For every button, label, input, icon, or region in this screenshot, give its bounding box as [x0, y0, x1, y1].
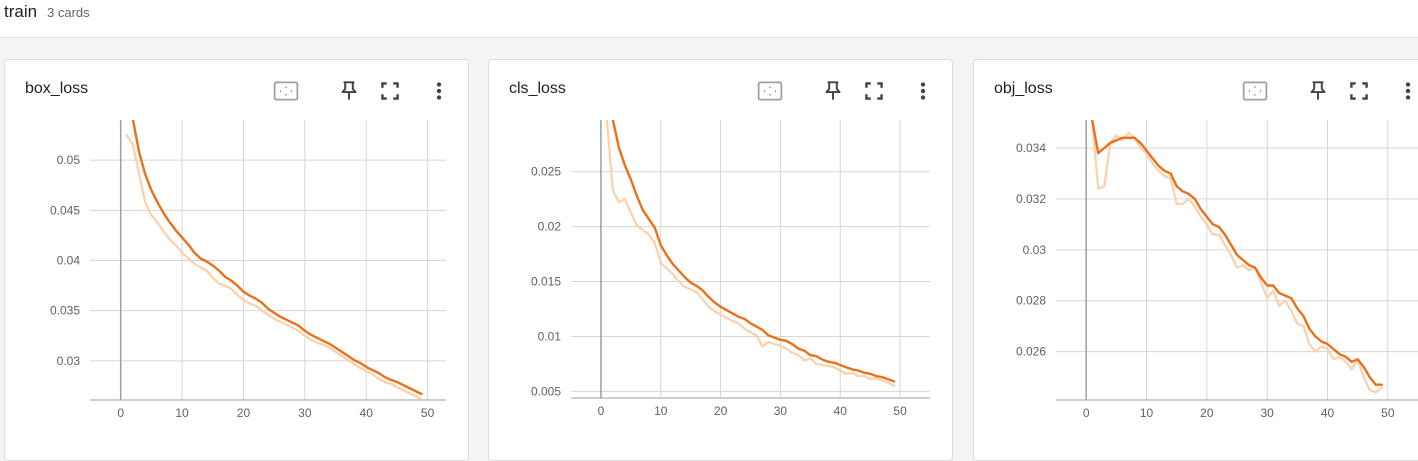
more-vert-icon [1405, 82, 1411, 100]
y-tick-label: 0.045 [50, 203, 80, 217]
more-vert-button[interactable] [426, 78, 452, 104]
chart-title: cls_loss [509, 80, 566, 97]
more-vert-button[interactable] [910, 78, 936, 104]
y-tick-label: 0.005 [531, 384, 561, 398]
chart-card: cls_loss 0.005 0.01 0.015 0.02 0.025 0 10 20 30 40… [488, 59, 953, 461]
fullscreen-button[interactable] [861, 78, 887, 104]
fit-domain-button[interactable] [273, 78, 299, 104]
x-tick-label: 30 [1260, 406, 1274, 420]
x-tick-label: 20 [1200, 406, 1214, 420]
smoothed-series-line [131, 120, 423, 396]
group-title: train [4, 2, 38, 21]
x-tick-label: 20 [714, 404, 728, 418]
x-tick-label: 40 [1321, 406, 1335, 420]
pin-button[interactable] [336, 78, 362, 104]
y-tick-label: 0.02 [538, 220, 562, 234]
fit-domain-button[interactable] [1242, 78, 1268, 104]
more-vert-icon [920, 82, 926, 100]
chart-card: box_loss 0.03 0.035 0.04 0.045 0.05 0 10 20 30 40 5… [4, 59, 469, 461]
y-tick-label: 0.04 [57, 254, 81, 268]
plot-area: 0.026 0.028 0.03 0.032 0.034 0 10 20 30 40 50 [1016, 120, 1418, 420]
y-tick-label: 0.03 [1023, 243, 1047, 257]
group-header: train 3 cards [0, 0, 1418, 38]
raw-series-line [605, 120, 896, 387]
pin-icon [341, 81, 357, 100]
fullscreen-button[interactable] [1346, 78, 1372, 104]
x-tick-label: 30 [774, 404, 788, 418]
card-count: 3 cards [47, 5, 90, 20]
more-vert-button[interactable] [1395, 78, 1418, 104]
chart-title: obj_loss [994, 80, 1053, 97]
smoothed-series-line [1090, 120, 1383, 386]
smoothed-series-line [611, 120, 896, 383]
y-tick-label: 0.026 [1016, 345, 1046, 359]
raw-series-line [125, 133, 423, 400]
y-tick-label: 0.028 [1016, 294, 1046, 308]
y-tick-label: 0.05 [57, 153, 81, 167]
x-tick-label: 10 [654, 404, 668, 418]
plot-area: 0.005 0.01 0.015 0.02 0.025 0 10 20 30 40 50 [531, 120, 930, 418]
x-tick-label: 50 [421, 406, 435, 420]
x-tick-label: 0 [1083, 406, 1090, 420]
y-tick-label: 0.035 [50, 304, 80, 318]
x-tick-label: 20 [237, 406, 251, 420]
fit-domain-icon [757, 81, 783, 101]
x-tick-label: 30 [298, 406, 312, 420]
plot-area: 0.03 0.035 0.04 0.045 0.05 0 10 20 30 40 50 [50, 120, 446, 420]
pin-button[interactable] [820, 78, 846, 104]
fullscreen-icon [865, 82, 883, 100]
fit-domain-button[interactable] [757, 78, 783, 104]
y-tick-label: 0.03 [57, 354, 81, 368]
x-tick-label: 0 [117, 406, 124, 420]
y-tick-label: 0.034 [1016, 141, 1046, 155]
pin-icon [825, 81, 841, 100]
chart-card: obj_loss 0.026 0.028 0.03 0.032 0.034 0 10 20 30 4… [973, 59, 1418, 461]
y-tick-label: 0.032 [1016, 192, 1046, 206]
fullscreen-button[interactable] [377, 78, 403, 104]
fullscreen-icon [381, 82, 399, 100]
y-tick-label: 0.01 [538, 329, 562, 343]
x-tick-label: 0 [598, 404, 605, 418]
x-tick-label: 40 [834, 404, 848, 418]
x-tick-label: 40 [360, 406, 374, 420]
y-tick-label: 0.025 [531, 165, 561, 179]
fit-domain-icon [1242, 81, 1268, 101]
raw-series-line [1091, 120, 1383, 394]
fit-domain-icon [273, 81, 299, 101]
pin-icon [1310, 81, 1326, 100]
x-tick-label: 10 [1140, 406, 1154, 420]
fullscreen-icon [1350, 82, 1368, 100]
chart-title: box_loss [25, 80, 89, 97]
x-tick-label: 50 [1381, 406, 1395, 420]
x-tick-label: 10 [175, 406, 189, 420]
pin-button[interactable] [1305, 78, 1331, 104]
y-tick-label: 0.015 [531, 275, 561, 289]
more-vert-icon [436, 82, 442, 100]
x-tick-label: 50 [893, 404, 907, 418]
